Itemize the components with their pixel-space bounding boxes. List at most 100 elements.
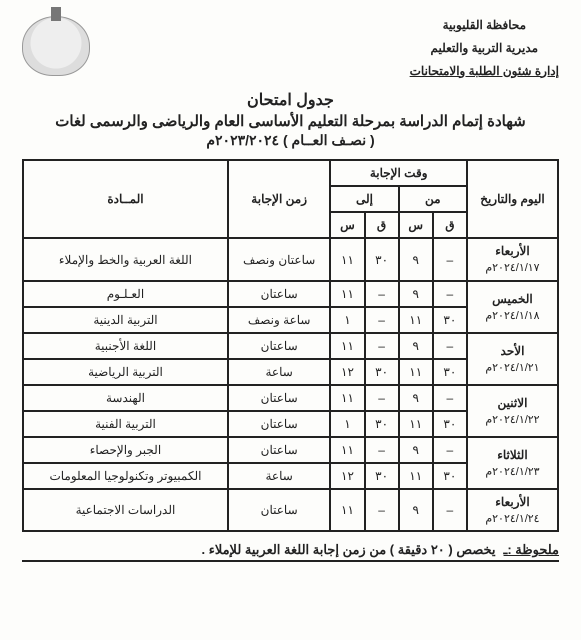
th-duration: زمن الإجابة (228, 160, 330, 238)
cell-from-q: – (433, 437, 467, 463)
cell-to-s: ١١ (330, 437, 364, 463)
note-row: ملحوظة :ـ يخصص ( ٢٠ دقيقة ) من زمن إجابة… (22, 542, 559, 558)
cell-from-q: – (433, 238, 467, 281)
cell-from-s: ٩ (399, 333, 433, 359)
cell-to-q: – (365, 437, 399, 463)
day-name: الاثنين (472, 394, 553, 412)
cell-to-s: ١ (330, 411, 364, 437)
cell-to-q: – (365, 333, 399, 359)
cell-subject: التربية الدينية (23, 307, 228, 333)
cell-daydate: الأربعاء٢٠٢٤/١/١٧م (467, 238, 558, 281)
cell-from-q: – (433, 489, 467, 532)
exam-schedule-page: محافظة القليوبية مديرية التربية والتعليم… (0, 0, 581, 640)
day-name: الأربعاء (472, 493, 553, 511)
cell-from-q: ٣٠ (433, 359, 467, 385)
cell-subject: الكمبيوتر وتكنولوجيا المعلومات (23, 463, 228, 489)
cell-from-s: ١١ (399, 307, 433, 333)
date-text: ٢٠٢٤/١/٢١م (472, 360, 553, 377)
cell-from-s: ١١ (399, 359, 433, 385)
cell-from-q: – (433, 333, 467, 359)
th-from-q: ق (433, 212, 467, 238)
cell-duration: ساعة ونصف (228, 307, 330, 333)
cell-to-q: – (365, 489, 399, 532)
table-head: اليوم والتاريخ وقت الإجابة زمن الإجابة ا… (23, 160, 558, 238)
th-answertime: وقت الإجابة (330, 160, 467, 186)
date-text: ٢٠٢٤/١/٢٢م (472, 412, 553, 429)
th-from-s: س (399, 212, 433, 238)
cell-to-s: ١١ (330, 333, 364, 359)
th-daydate: اليوم والتاريخ (467, 160, 558, 238)
cell-subject: التربية الرياضية (23, 359, 228, 385)
title-line2: شهادة إتمام الدراسة بمرحلة التعليم الأسا… (22, 112, 559, 130)
cell-to-s: ١١ (330, 385, 364, 411)
cell-duration: ساعتان ونصف (228, 238, 330, 281)
cell-duration: ساعتان (228, 411, 330, 437)
cell-to-q: ٣٠ (365, 411, 399, 437)
governorate: محافظة القليوبية (410, 14, 559, 37)
table-row: الاثنين٢٠٢٤/١/٢٢م–٩–١١ساعتانالهندسة (23, 385, 558, 411)
cell-subject: الدراسات الاجتماعية (23, 489, 228, 532)
th-to-s: س (330, 212, 364, 238)
cell-subject: اللغة العربية والخط والإملاء (23, 238, 228, 281)
cell-duration: ساعتان (228, 385, 330, 411)
table-row: الأربعاء٢٠٢٤/١/٢٤م–٩–١١ساعتانالدراسات ال… (23, 489, 558, 532)
cell-to-q: – (365, 281, 399, 307)
cell-daydate: الاثنين٢٠٢٤/١/٢٢م (467, 385, 558, 437)
cell-duration: ساعة (228, 359, 330, 385)
cell-from-s: ١١ (399, 411, 433, 437)
cell-to-q: – (365, 385, 399, 411)
exam-table: اليوم والتاريخ وقت الإجابة زمن الإجابة ا… (22, 159, 559, 532)
cell-duration: ساعة (228, 463, 330, 489)
cell-to-s: ١٢ (330, 359, 364, 385)
governorate-logo (22, 16, 90, 76)
cell-to-s: ١١ (330, 238, 364, 281)
header-row: محافظة القليوبية مديرية التربية والتعليم… (22, 14, 559, 82)
cell-from-q: – (433, 281, 467, 307)
th-to: إلى (330, 186, 398, 212)
cell-to-s: ١٢ (330, 463, 364, 489)
cell-duration: ساعتان (228, 333, 330, 359)
table-row: الأحد٢٠٢٤/١/٢١م–٩–١١ساعتاناللغة الأجنبية (23, 333, 558, 359)
day-name: الأحد (472, 342, 553, 360)
cell-subject: الهندسة (23, 385, 228, 411)
cell-duration: ساعتان (228, 489, 330, 532)
cell-duration: ساعتان (228, 281, 330, 307)
date-text: ٢٠٢٤/١/١٧م (472, 260, 553, 277)
cell-to-q: ٣٠ (365, 463, 399, 489)
note-text: يخصص ( ٢٠ دقيقة ) من زمن إجابة اللغة الع… (202, 542, 496, 558)
note-label: ملحوظة :ـ (504, 542, 559, 558)
cell-to-s: ١ (330, 307, 364, 333)
note-divider (22, 560, 559, 562)
cell-from-q: – (433, 385, 467, 411)
date-text: ٢٠٢٤/١/٢٤م (472, 511, 553, 528)
cell-to-s: ١١ (330, 489, 364, 532)
date-text: ٢٠٢٤/١/١٨م (472, 308, 553, 325)
table-row: الخميس٢٠٢٤/١/١٨م–٩–١١ساعتانالعـلـوم (23, 281, 558, 307)
title-block: جدول امتحان شهادة إتمام الدراسة بمرحلة ا… (22, 90, 559, 149)
cell-from-s: ٩ (399, 238, 433, 281)
day-name: الثلاثاء (472, 446, 553, 464)
th-to-q: ق (365, 212, 399, 238)
cell-to-q: ٣٠ (365, 238, 399, 281)
date-text: ٢٠٢٤/١/٢٣م (472, 464, 553, 481)
cell-from-q: ٣٠ (433, 463, 467, 489)
cell-daydate: الثلاثاء٢٠٢٤/١/٢٣م (467, 437, 558, 489)
cell-daydate: الأربعاء٢٠٢٤/١/٢٤م (467, 489, 558, 532)
cell-subject: اللغة الأجنبية (23, 333, 228, 359)
cell-duration: ساعتان (228, 437, 330, 463)
cell-daydate: الخميس٢٠٢٤/١/١٨م (467, 281, 558, 333)
cell-to-q: – (365, 307, 399, 333)
cell-from-q: ٣٠ (433, 307, 467, 333)
table-body: الأربعاء٢٠٢٤/١/١٧م–٩٣٠١١ساعتان ونصفاللغة… (23, 238, 558, 531)
cell-subject: التربية الفنية (23, 411, 228, 437)
cell-subject: العـلـوم (23, 281, 228, 307)
cell-daydate: الأحد٢٠٢٤/١/٢١م (467, 333, 558, 385)
table-row: الثلاثاء٢٠٢٤/١/٢٣م–٩–١١ساعتانالجبر والإح… (23, 437, 558, 463)
cell-subject: الجبر والإحصاء (23, 437, 228, 463)
title-line1: جدول امتحان (22, 90, 559, 110)
table-row: الأربعاء٢٠٢٤/١/١٧م–٩٣٠١١ساعتان ونصفاللغة… (23, 238, 558, 281)
cell-from-s: ٩ (399, 489, 433, 532)
cell-from-s: ٩ (399, 281, 433, 307)
day-name: الخميس (472, 290, 553, 308)
th-from: من (399, 186, 467, 212)
